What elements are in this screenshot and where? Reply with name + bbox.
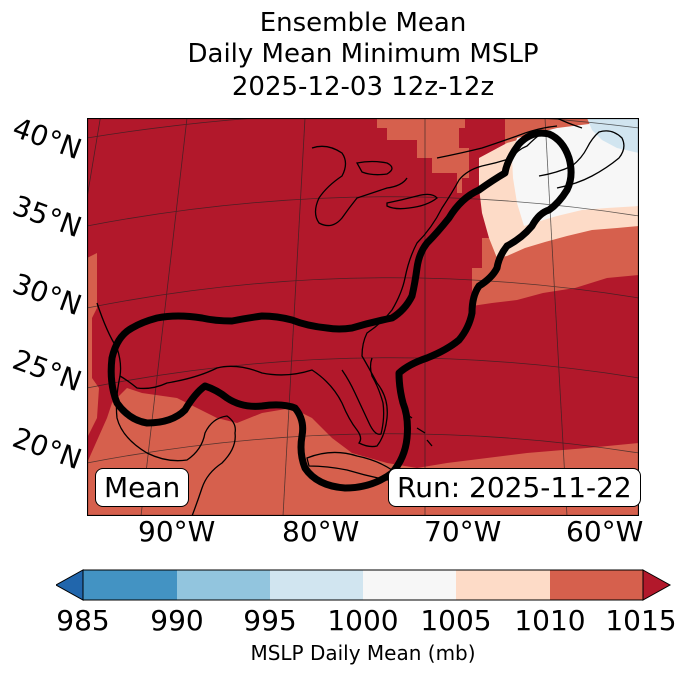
mean-contour — [107, 129, 575, 492]
title-line-3: 2025-12-03 12z-12z — [231, 72, 495, 102]
florida-outline — [341, 357, 385, 435]
colorbar-frame — [82, 569, 644, 601]
lon-label-90w: 90°W — [138, 515, 216, 548]
colorbar-extend-low — [56, 569, 84, 601]
lon-label-60w: 60°W — [566, 515, 644, 548]
colorbar-segment-1010 — [550, 570, 643, 600]
colorbar-label: MSLP Daily Mean (mb) — [250, 641, 476, 665]
colorbar-tick-990: 990 — [150, 604, 204, 637]
map-panel: Mean Run: 2025-11-22 — [86, 117, 641, 517]
lat-label-40: 40°N — [8, 110, 86, 167]
colorbar-tick-985: 985 — [56, 604, 110, 637]
pressure-field-1000 — [512, 118, 639, 226]
colorbar-tick-1005: 1005 — [420, 604, 492, 637]
mexico-coast-outline — [115, 375, 236, 516]
colorbar-segment-1005 — [456, 570, 550, 600]
great-lakes-outline — [311, 145, 438, 227]
map-frame — [86, 117, 640, 517]
colorbar-segment-990 — [177, 570, 270, 600]
colorbar-extend-high — [642, 569, 672, 601]
title-line-2: Daily Mean Minimum MSLP — [187, 39, 539, 69]
pressure-field-1010-northeast — [377, 118, 469, 193]
lat-label-30: 30°N — [8, 266, 86, 323]
colorbar-tick-1010: 1010 — [514, 604, 586, 637]
title-line-1: Ensemble Mean — [259, 8, 467, 38]
colorbar-segment-1000 — [363, 570, 456, 600]
gulf-coast-outline — [96, 132, 543, 448]
colorbar — [56, 569, 672, 601]
colorbar-tick-1000: 1000 — [327, 604, 399, 637]
run-label-box: Run: 2025-11-22 — [388, 468, 641, 507]
colorbar-segment-985 — [83, 570, 177, 600]
lat-label-25: 25°N — [8, 342, 86, 399]
colorbar-tick-1015: 1015 — [605, 604, 677, 637]
coastlines — [96, 118, 625, 516]
pressure-field-1010-west — [87, 253, 99, 438]
lon-label-70w: 70°W — [424, 515, 502, 548]
lon-label-80w: 80°W — [282, 515, 360, 548]
colorbar-segment-995 — [270, 570, 363, 600]
lat-label-35: 35°N — [8, 188, 86, 245]
mean-label-box: Mean — [95, 468, 190, 507]
map-svg — [86, 117, 640, 517]
colorbar-tick-995: 995 — [243, 604, 297, 637]
lat-label-20: 20°N — [8, 420, 86, 477]
